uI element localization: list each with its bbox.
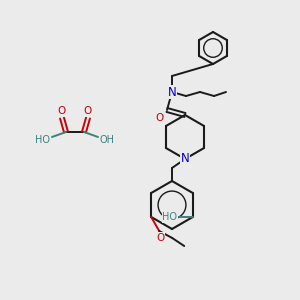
Text: O: O: [84, 106, 92, 116]
Text: N: N: [168, 85, 176, 98]
Text: HO: HO: [162, 212, 177, 222]
Text: O: O: [58, 106, 66, 116]
Text: O: O: [156, 233, 164, 243]
Text: HO: HO: [35, 135, 50, 145]
Text: N: N: [181, 152, 189, 166]
Text: O: O: [155, 113, 163, 123]
Text: OH: OH: [100, 135, 115, 145]
